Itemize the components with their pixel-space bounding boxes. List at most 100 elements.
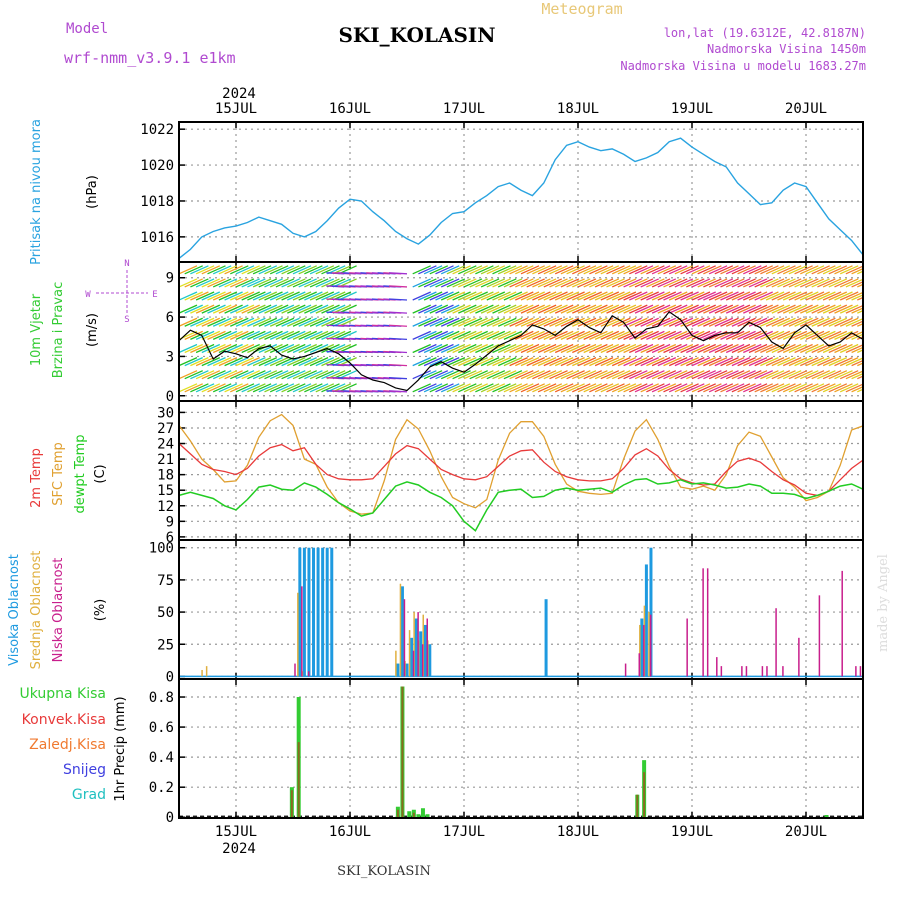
wind-barb [743, 265, 762, 275]
top-date-tick-19JUL: 19JUL [671, 101, 713, 117]
wind-barb [777, 343, 796, 354]
wind-barb [651, 330, 671, 340]
wind-barb [247, 304, 266, 314]
wind-barb [190, 265, 209, 275]
wind-barb [452, 370, 471, 380]
wind-barb [526, 291, 545, 301]
wind-barb [252, 265, 272, 275]
wind-barb [515, 383, 534, 393]
wind-barb [179, 304, 198, 314]
wind-barb [845, 278, 863, 288]
wind-barb [668, 357, 688, 367]
bottom-date-tick-20JUL: 20JUL [785, 824, 827, 840]
wind-barb [594, 304, 614, 314]
wind-barb [269, 383, 289, 393]
wind-barb [412, 278, 431, 288]
pressure-axis-label: Pritisak na nivou mora [29, 119, 44, 265]
wind-barb [440, 343, 460, 354]
wind-barb [492, 291, 511, 301]
wind-barb [720, 357, 739, 367]
wind-barb [452, 343, 471, 354]
wind-barb [771, 383, 791, 393]
wind-barb [446, 278, 466, 288]
wind-barb [646, 370, 665, 380]
wind-barb [589, 291, 608, 301]
wind-barb [800, 291, 819, 301]
wind-barb [247, 265, 266, 275]
wind-barb [275, 330, 295, 340]
wind-barb [458, 278, 477, 288]
wind-barb [748, 304, 768, 314]
wind-barb [606, 304, 625, 314]
wind-barb [731, 370, 751, 380]
wind-barb [572, 343, 591, 354]
wind-barb [857, 388, 863, 393]
wind-barb [862, 351, 863, 353]
wind-barb [560, 330, 580, 340]
wind-barb [412, 383, 431, 393]
wind-barb [230, 291, 249, 301]
dewpt-axis-label: dewpt Temp [73, 434, 88, 513]
wind-barb [737, 343, 756, 354]
wind-barb [680, 383, 699, 393]
wind-barb [429, 370, 449, 380]
wind-barb [252, 370, 272, 380]
wind-barb [195, 304, 215, 314]
panels: 1016 1018 1020 1022 Pritisak na nivou mora (h… [7, 119, 864, 826]
precip-legend-1: Konvek.Kisa [22, 712, 106, 728]
wind-barb [731, 383, 751, 393]
low-cloud-bar [643, 624, 645, 677]
y-tick-label: 6 [166, 310, 174, 326]
wind-barb [281, 278, 300, 288]
wind-barb [281, 383, 300, 393]
wind-barb [640, 357, 659, 367]
wind-barb [777, 330, 796, 340]
wind-barb [515, 370, 534, 380]
wind-barb [560, 370, 580, 380]
wind-barb [657, 330, 677, 340]
wind-barb [224, 304, 243, 314]
y-tick-label: 1022 [140, 122, 174, 138]
wind-barb [657, 343, 677, 354]
high-cloud-bar [649, 547, 653, 677]
wind-barb [412, 357, 431, 367]
wind-barb [480, 317, 500, 327]
wind-barb [748, 278, 768, 288]
wind-barb [760, 278, 779, 288]
wind-barb [782, 370, 802, 380]
wind-barb [845, 265, 863, 275]
wind-barb [606, 357, 625, 367]
wind-barb [292, 265, 312, 275]
wind-barb [549, 304, 568, 314]
wind-barb [617, 357, 637, 367]
wind-barb [532, 278, 551, 288]
wind-barb [258, 304, 278, 314]
wind-barb [532, 291, 551, 301]
y-tick-label: 24 [157, 437, 174, 453]
wind-barb [714, 343, 734, 354]
wind-barb [777, 304, 796, 314]
wind-barb [788, 357, 808, 367]
wind-barb [777, 291, 796, 301]
wind-barb [526, 304, 545, 314]
wind-barb [440, 370, 460, 380]
wind-barb [309, 370, 329, 380]
conv-precip-bar [297, 742, 300, 818]
wind-barb [583, 317, 602, 327]
wind-barb [611, 278, 631, 288]
wind-barb [497, 330, 517, 340]
pressure-unit: (hPa) [85, 175, 100, 209]
conv-precip-bar [412, 812, 415, 818]
wind-barb [423, 304, 443, 314]
wind-barb [731, 330, 751, 340]
high-cloud-bar [414, 618, 418, 677]
low-cloud-bar [741, 666, 743, 677]
wind-barb [623, 357, 642, 367]
wind-barb [594, 343, 614, 354]
wind-barb [657, 383, 677, 393]
wind-barb [503, 383, 523, 393]
wind-barb [577, 278, 597, 288]
wind-barb [731, 343, 751, 354]
wind-barb [782, 278, 802, 288]
